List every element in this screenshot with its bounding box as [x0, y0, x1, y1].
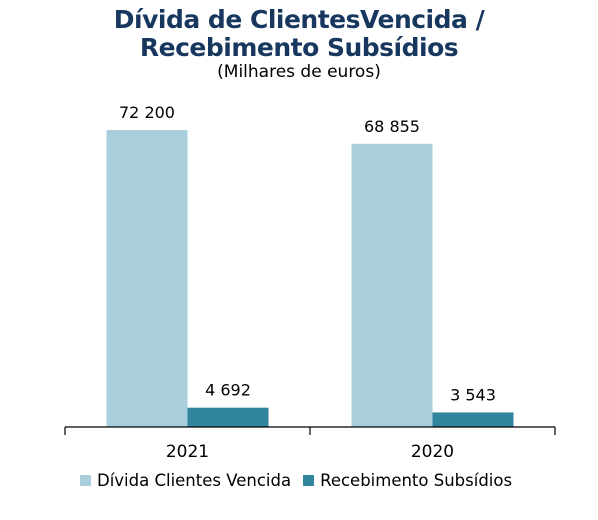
bar-2021-series-0	[106, 130, 188, 427]
legend-item-divida: Dívida Clientes Vencida	[80, 471, 291, 490]
legend-label-divida: Dívida Clientes Vencida	[97, 470, 292, 490]
legend: Dívida Clientes Vencida Recebimento Subs…	[80, 470, 524, 490]
data-label-2021-series-1: 4 692	[205, 381, 251, 400]
chart-subtitle: (Milhares de euros)	[217, 62, 381, 82]
x-tick-label-2020: 2020	[411, 442, 454, 462]
chart-title-line-2: Recebimento Subsídios	[139, 33, 459, 62]
legend-item-subsidios: Recebimento Subsídios	[303, 471, 512, 490]
legend-swatch-divida	[80, 474, 91, 486]
x-tick-label-2021: 2021	[166, 442, 209, 462]
bar-2020-series-0	[351, 143, 433, 428]
legend-label-subsidios: Recebimento Subsídios	[320, 470, 513, 490]
bar-2020-series-1	[432, 412, 514, 427]
data-label-2020-series-1: 3 543	[450, 385, 496, 404]
data-label-2021-series-0: 72 200	[119, 103, 175, 122]
legend-swatch-subsidios	[303, 474, 315, 486]
data-label-2020-series-0: 68 855	[364, 117, 420, 136]
bar-chart: 72 200 4 692 2021 68 855 3 543 2020	[64, 103, 556, 462]
bar-2021-series-1	[187, 407, 269, 427]
chart-title-line-1: Dívida de ClientesVencida /	[113, 5, 485, 34]
